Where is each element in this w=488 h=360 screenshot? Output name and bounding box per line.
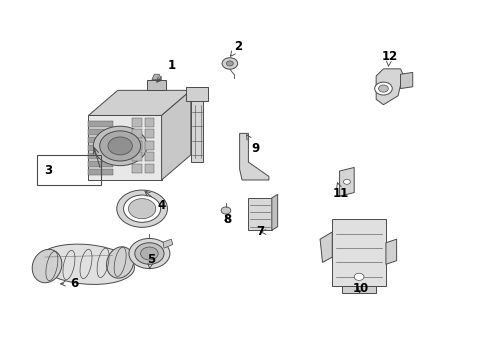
Bar	[190, 90, 203, 162]
Polygon shape	[341, 286, 375, 293]
Bar	[88, 121, 113, 127]
Circle shape	[93, 126, 147, 166]
Bar	[88, 168, 113, 175]
Polygon shape	[400, 72, 412, 89]
Polygon shape	[271, 194, 277, 230]
Bar	[88, 153, 113, 159]
Circle shape	[141, 247, 158, 260]
Polygon shape	[88, 90, 190, 116]
Polygon shape	[88, 116, 161, 180]
Bar	[88, 145, 113, 151]
Text: 2: 2	[230, 40, 242, 56]
Bar	[331, 220, 385, 286]
Ellipse shape	[38, 244, 134, 284]
Text: 12: 12	[381, 50, 397, 66]
Circle shape	[123, 195, 160, 222]
Bar	[88, 137, 113, 143]
Bar	[248, 198, 271, 230]
Circle shape	[343, 179, 349, 184]
Ellipse shape	[32, 249, 61, 283]
Polygon shape	[161, 90, 190, 180]
Polygon shape	[375, 69, 402, 105]
Bar	[132, 141, 142, 150]
Polygon shape	[147, 80, 166, 90]
Circle shape	[117, 190, 167, 227]
Bar	[88, 161, 113, 167]
Circle shape	[374, 82, 391, 95]
Circle shape	[128, 199, 156, 219]
Bar	[144, 118, 154, 127]
Circle shape	[108, 137, 132, 155]
Text: 6: 6	[61, 277, 79, 290]
Circle shape	[100, 131, 141, 161]
Bar	[132, 118, 142, 127]
Polygon shape	[163, 239, 172, 248]
Bar	[185, 87, 207, 101]
Bar	[144, 164, 154, 173]
Polygon shape	[385, 239, 396, 264]
Circle shape	[222, 58, 237, 69]
Bar	[144, 141, 154, 150]
Bar	[144, 152, 154, 161]
Bar	[88, 129, 113, 135]
Circle shape	[129, 238, 169, 269]
Bar	[132, 152, 142, 161]
Circle shape	[378, 85, 387, 92]
Text: 7: 7	[256, 225, 265, 238]
Circle shape	[135, 243, 163, 264]
Text: 11: 11	[332, 183, 348, 200]
Polygon shape	[339, 167, 353, 196]
Ellipse shape	[106, 247, 134, 278]
Bar	[144, 130, 154, 138]
Bar	[132, 130, 142, 138]
Text: 5: 5	[146, 253, 155, 269]
Text: 10: 10	[352, 282, 368, 295]
Text: 8: 8	[223, 213, 231, 226]
Circle shape	[226, 61, 233, 66]
Bar	[132, 164, 142, 173]
Text: 1: 1	[157, 59, 175, 82]
Bar	[37, 155, 101, 185]
Polygon shape	[320, 232, 331, 262]
Text: 4: 4	[145, 192, 165, 212]
Text: 9: 9	[246, 135, 259, 155]
Polygon shape	[239, 134, 268, 180]
Text: 3: 3	[44, 164, 52, 177]
Polygon shape	[152, 74, 161, 80]
Circle shape	[221, 207, 230, 214]
Circle shape	[353, 273, 363, 280]
